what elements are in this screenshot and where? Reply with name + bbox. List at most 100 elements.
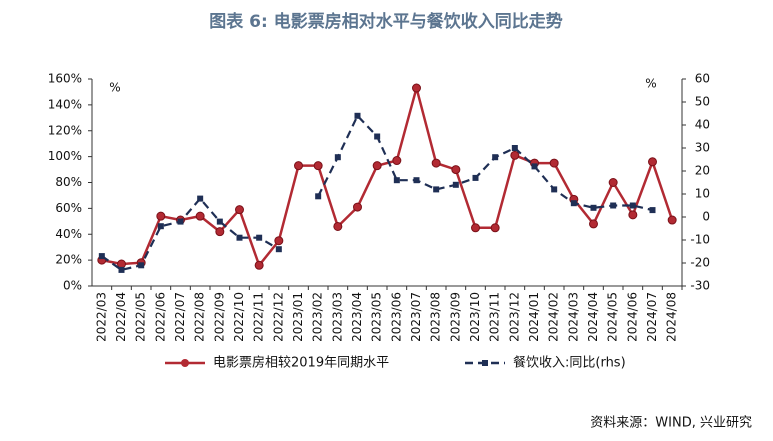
y-tick-label: 40%	[55, 227, 82, 241]
point	[472, 174, 479, 181]
legend-marker	[181, 359, 189, 367]
point	[531, 163, 538, 170]
x-tick-label: 2023/07	[409, 292, 423, 342]
x-tick-label: 2023/05	[370, 292, 384, 342]
point	[511, 145, 518, 151]
y2-tick-label: 10	[695, 187, 710, 201]
y2-tick-label: 50	[695, 95, 710, 109]
x-tick-label: 2023/08	[429, 292, 443, 342]
point	[118, 266, 125, 273]
point	[510, 150, 520, 160]
x-tick-label: 2022/10	[232, 292, 246, 342]
y-tick-label: 140%	[48, 97, 82, 111]
x-tick-label: 2022/05	[134, 292, 148, 342]
x-tick-label: 2023/10	[468, 292, 482, 342]
point	[216, 218, 223, 225]
y-tick-label: 80%	[55, 175, 82, 189]
point	[492, 154, 499, 161]
point	[667, 215, 677, 225]
y2-tick-label: -10	[690, 233, 710, 247]
point	[315, 193, 322, 200]
y2-tick-label: 20	[695, 164, 710, 178]
y2-tick-label: 40	[695, 118, 710, 132]
point	[236, 234, 243, 241]
y2-tick-label: 60	[695, 72, 710, 86]
point	[177, 218, 184, 225]
legend-label: 餐饮收入:同比(rhs)	[513, 355, 626, 371]
x-tick-label: 2023/12	[507, 292, 521, 342]
x-tick-label: 2022/07	[173, 292, 187, 342]
y2-tick-label: 0	[702, 210, 710, 224]
point	[413, 177, 420, 184]
point	[490, 223, 500, 233]
series-line	[101, 113, 653, 272]
point	[138, 262, 145, 269]
x-tick-label: 2022/12	[271, 292, 285, 342]
y2-tick-label: 30	[695, 141, 710, 155]
point	[98, 253, 105, 260]
y2-unit: %	[645, 77, 656, 91]
y-tick-label: 20%	[55, 253, 82, 267]
point	[294, 161, 303, 171]
x-tick-label: 2024/02	[547, 292, 561, 342]
point	[649, 207, 656, 214]
x-tick-label: 2023/03	[330, 292, 344, 342]
y2-tick-label: -20	[690, 256, 710, 270]
x-tick-label: 2024/06	[625, 292, 639, 342]
point	[471, 223, 480, 233]
point	[570, 200, 577, 207]
y-tick-label: 100%	[48, 149, 82, 163]
x-tick-label: 2024/03	[566, 292, 580, 342]
x-tick-label: 2023/11	[488, 292, 502, 342]
point	[393, 177, 400, 184]
x-tick-label: 2024/07	[645, 292, 659, 342]
point	[589, 219, 598, 229]
point	[333, 221, 343, 231]
x-tick-label: 2023/02	[311, 292, 325, 342]
x-tick-label: 2024/08	[665, 292, 679, 342]
point	[392, 156, 402, 166]
point	[256, 234, 263, 241]
y2-tick-label: -30	[690, 279, 710, 293]
series-line	[101, 83, 674, 268]
legend-marker	[482, 360, 488, 366]
point	[451, 165, 461, 175]
point	[608, 178, 618, 187]
legend-label: 电影票房相较2019年同期水平	[213, 355, 389, 371]
chart-title: 图表 6: 电影票房相对水平与餐饮收入同比走势	[209, 11, 562, 32]
point	[254, 260, 264, 270]
point	[313, 161, 323, 171]
point	[157, 223, 164, 230]
x-tick-label: 2022/09	[212, 292, 226, 342]
point	[275, 246, 282, 253]
point	[372, 161, 382, 171]
point	[610, 202, 617, 209]
point	[628, 210, 638, 220]
point	[156, 211, 166, 221]
point	[334, 154, 341, 161]
point	[195, 211, 205, 221]
point	[215, 227, 225, 237]
y-tick-label: 160%	[48, 72, 82, 86]
y-tick-label: 60%	[55, 201, 82, 215]
x-tick-label: 2024/01	[527, 292, 541, 342]
point	[374, 133, 381, 140]
x-tick-label: 2022/04	[114, 292, 128, 342]
point	[235, 205, 244, 215]
x-tick-label: 2023/09	[448, 292, 462, 342]
point	[433, 186, 440, 193]
point	[431, 158, 441, 168]
x-tick-label: 2023/01	[291, 292, 305, 342]
x-tick-label: 2022/08	[193, 292, 207, 342]
x-tick-label: 2022/11	[252, 292, 266, 342]
point	[549, 158, 559, 168]
point	[648, 157, 657, 167]
point	[354, 112, 361, 119]
x-tick-label: 2024/04	[586, 292, 600, 342]
x-tick-label: 2023/04	[350, 292, 364, 342]
point	[452, 181, 459, 188]
x-tick-label: 2022/03	[94, 292, 108, 342]
point	[551, 186, 558, 193]
y-unit: %	[109, 81, 120, 95]
